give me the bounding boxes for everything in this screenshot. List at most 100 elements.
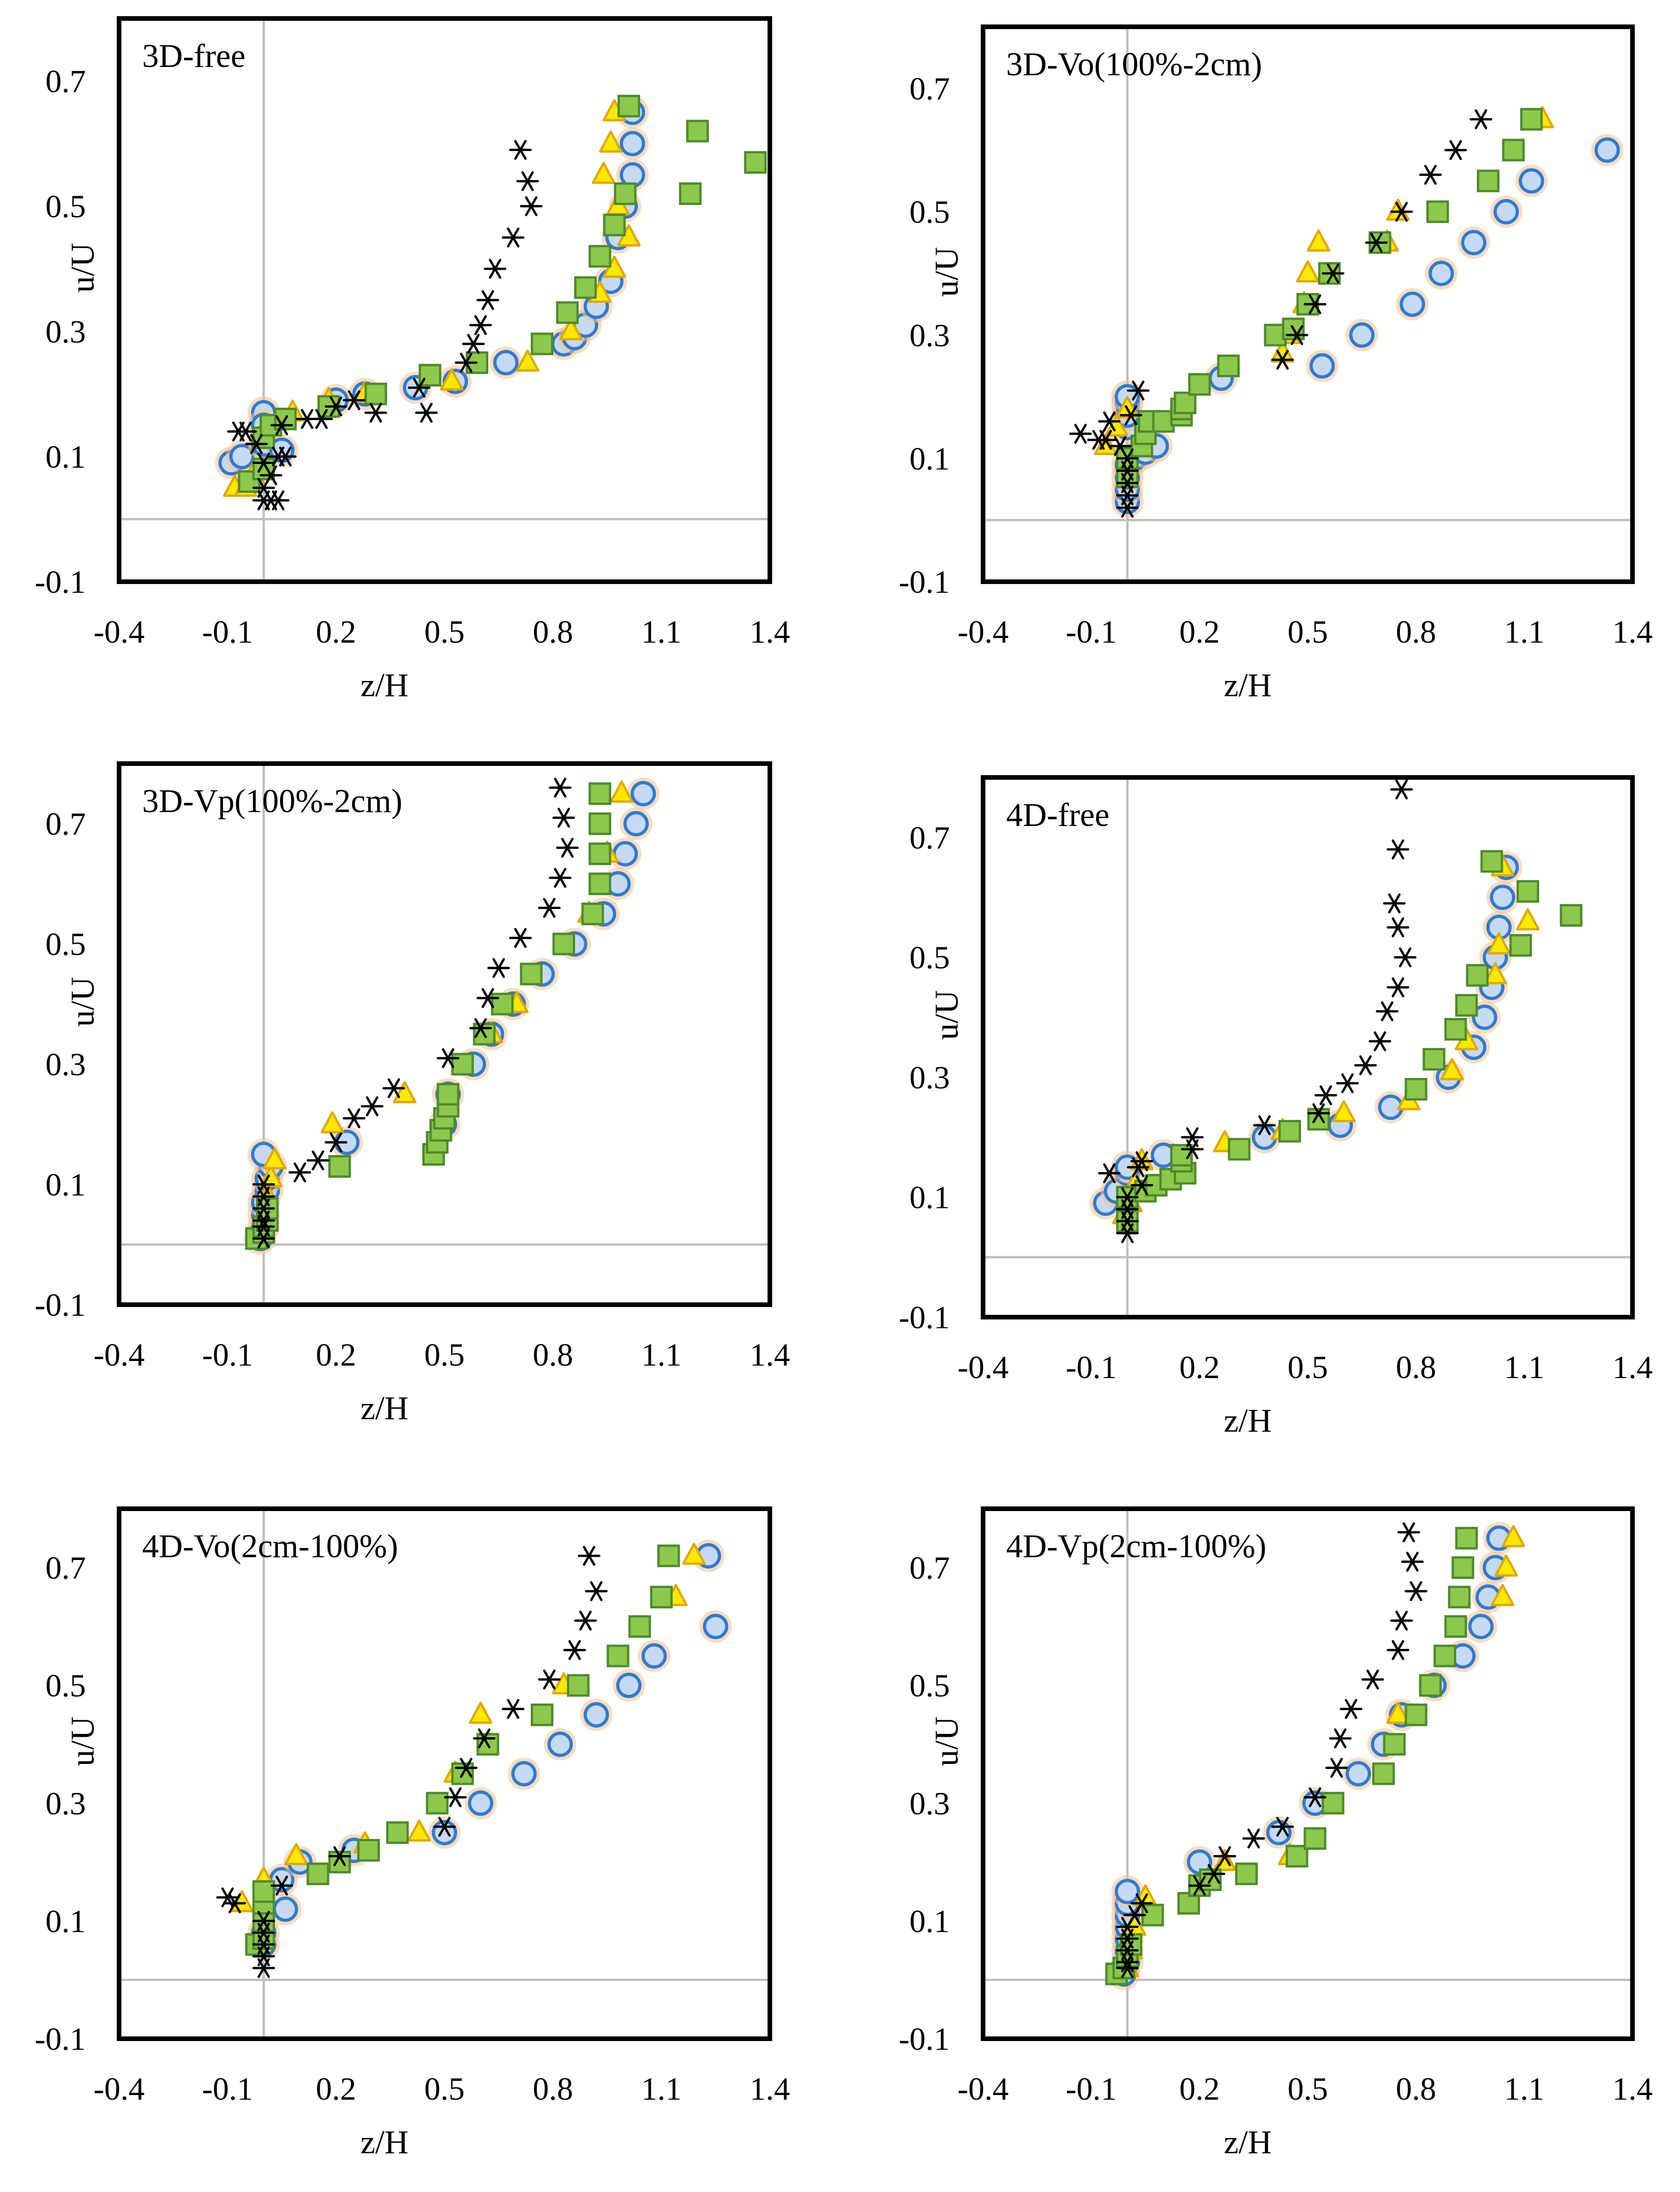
circle-point-21 bbox=[630, 781, 656, 807]
x-tick-label: -0.4 bbox=[94, 1337, 145, 1373]
y-tick-label: 0.1 bbox=[910, 1904, 950, 1939]
star-point-27 bbox=[516, 171, 539, 191]
x-tick-label: 0.2 bbox=[1179, 1350, 1220, 1385]
x-axis-title: z/H bbox=[1224, 667, 1272, 704]
square-point-12 bbox=[574, 276, 597, 299]
star-point-14 bbox=[1336, 1073, 1359, 1093]
circle-point-15 bbox=[1399, 291, 1425, 317]
star-point-11 bbox=[444, 1787, 467, 1807]
circle-point-20 bbox=[623, 811, 649, 837]
plot-frame bbox=[981, 1506, 1635, 2041]
star-point-11 bbox=[1119, 405, 1142, 425]
circle-point-16 bbox=[1428, 260, 1454, 286]
y-axis-title: u/U bbox=[928, 990, 965, 1040]
x-tick-label: 1.4 bbox=[1612, 2072, 1653, 2107]
circle-point-21-glow bbox=[627, 777, 660, 810]
y-axis-title: u/U bbox=[928, 1716, 965, 1766]
plot-frame bbox=[981, 24, 1635, 584]
star-point-14 bbox=[1285, 325, 1308, 345]
square-point-19 bbox=[744, 151, 767, 174]
triangle-point-7 bbox=[1296, 260, 1320, 283]
star-point-22 bbox=[1397, 1522, 1420, 1542]
circle-point-16-glow bbox=[1425, 257, 1458, 290]
star-point-14 bbox=[310, 409, 333, 429]
circle-point-8-glow bbox=[464, 1787, 497, 1819]
circle-point-19 bbox=[1518, 168, 1544, 194]
star-point-8 bbox=[1130, 1151, 1153, 1171]
star-point-16 bbox=[342, 390, 366, 410]
x-axis-title: z/H bbox=[1224, 1402, 1272, 1439]
star-point-10 bbox=[342, 1108, 366, 1128]
triangle-point-11 bbox=[1483, 962, 1507, 985]
star-point-9 bbox=[245, 434, 268, 454]
y-tick-label: 0.7 bbox=[46, 807, 86, 842]
star-point-4 bbox=[1116, 1187, 1139, 1207]
star-point-21 bbox=[1401, 1552, 1424, 1572]
y-tick-label: 0.5 bbox=[46, 1668, 86, 1704]
y-tick-label: -0.1 bbox=[35, 1288, 86, 1323]
star-point-12 bbox=[1127, 380, 1150, 401]
y-tick-label: 0.3 bbox=[46, 1786, 86, 1822]
x-tick-label: 1.4 bbox=[750, 2072, 790, 2107]
square-point-20 bbox=[1520, 108, 1543, 131]
circle-point-13 bbox=[1309, 353, 1335, 379]
square-point-17 bbox=[679, 182, 702, 205]
square-point-12 bbox=[1321, 1792, 1344, 1815]
square-point-13 bbox=[588, 245, 612, 268]
x-tick-label: 0.5 bbox=[424, 614, 465, 650]
star-point-9 bbox=[1069, 423, 1092, 444]
triangle-point-10 bbox=[559, 318, 583, 341]
square-point-18 bbox=[657, 1544, 680, 1567]
circle-point-13-glow bbox=[638, 1639, 671, 1672]
star-point-17 bbox=[574, 1610, 597, 1631]
chart-panel-2: 3D-Vo(100%-2cm)-0.4 -0.1 0.2 0.5 0.8 1.1 1.40.… bbox=[899, 24, 1653, 704]
triangle-point-12 bbox=[1487, 932, 1511, 955]
square-point-17 bbox=[1509, 934, 1532, 957]
y-tick-label: 0.3 bbox=[46, 314, 86, 350]
star-point-18 bbox=[538, 897, 561, 918]
circle-point-17-glow bbox=[1458, 226, 1490, 259]
star-point-5 bbox=[252, 1911, 275, 1931]
star-point-8 bbox=[306, 1150, 330, 1171]
circle-point-11 bbox=[493, 350, 519, 376]
square-point-19 bbox=[1560, 904, 1583, 927]
series-star bbox=[252, 777, 579, 1249]
square-point-16 bbox=[618, 95, 640, 118]
square-point-10 bbox=[531, 332, 553, 355]
triangle-point-15 bbox=[592, 162, 616, 184]
data-markers bbox=[216, 1540, 732, 1978]
circle-point-14-glow bbox=[1345, 319, 1378, 351]
star-point-16 bbox=[1321, 263, 1344, 283]
x-tick-label: 0.5 bbox=[1288, 2072, 1328, 2107]
x-tick-label: 0.5 bbox=[1288, 614, 1328, 650]
square-point-17 bbox=[552, 933, 575, 956]
circle-point-17 bbox=[1468, 1614, 1494, 1639]
circle-point-10 bbox=[547, 1731, 573, 1757]
star-point-16 bbox=[1339, 1699, 1362, 1719]
plot-area bbox=[119, 18, 770, 582]
circle-point-11-glow bbox=[580, 1698, 612, 1731]
star-point-7 bbox=[216, 1887, 239, 1908]
x-tick-label: 1.1 bbox=[1504, 1350, 1545, 1385]
square-point-20 bbox=[588, 842, 612, 865]
x-tick-label: 0.8 bbox=[533, 614, 573, 650]
star-point-10 bbox=[1098, 411, 1121, 432]
star-point-13 bbox=[473, 1728, 496, 1749]
square-point-18 bbox=[581, 903, 604, 926]
star-point-18 bbox=[1390, 202, 1413, 222]
x-axis-title: z/H bbox=[360, 2124, 408, 2161]
star-point-13 bbox=[437, 1048, 460, 1068]
star-point-23 bbox=[476, 290, 499, 310]
x-tick-label: 1.4 bbox=[750, 614, 790, 650]
star-point-8 bbox=[270, 1875, 293, 1896]
star-point-21 bbox=[462, 334, 485, 354]
x-axis-title: z/H bbox=[360, 667, 408, 704]
x-tick-label: 0.2 bbox=[316, 2072, 356, 2107]
circle-point-12-glow bbox=[1342, 1758, 1374, 1790]
circle-point-9 bbox=[511, 1761, 537, 1787]
star-point-12 bbox=[1307, 1103, 1330, 1123]
y-tick-label: 0.5 bbox=[910, 195, 950, 230]
triangle-point-5 bbox=[263, 1147, 287, 1169]
x-tick-label: -0.4 bbox=[958, 1350, 1009, 1385]
triangle-point-9 bbox=[1440, 1058, 1464, 1080]
